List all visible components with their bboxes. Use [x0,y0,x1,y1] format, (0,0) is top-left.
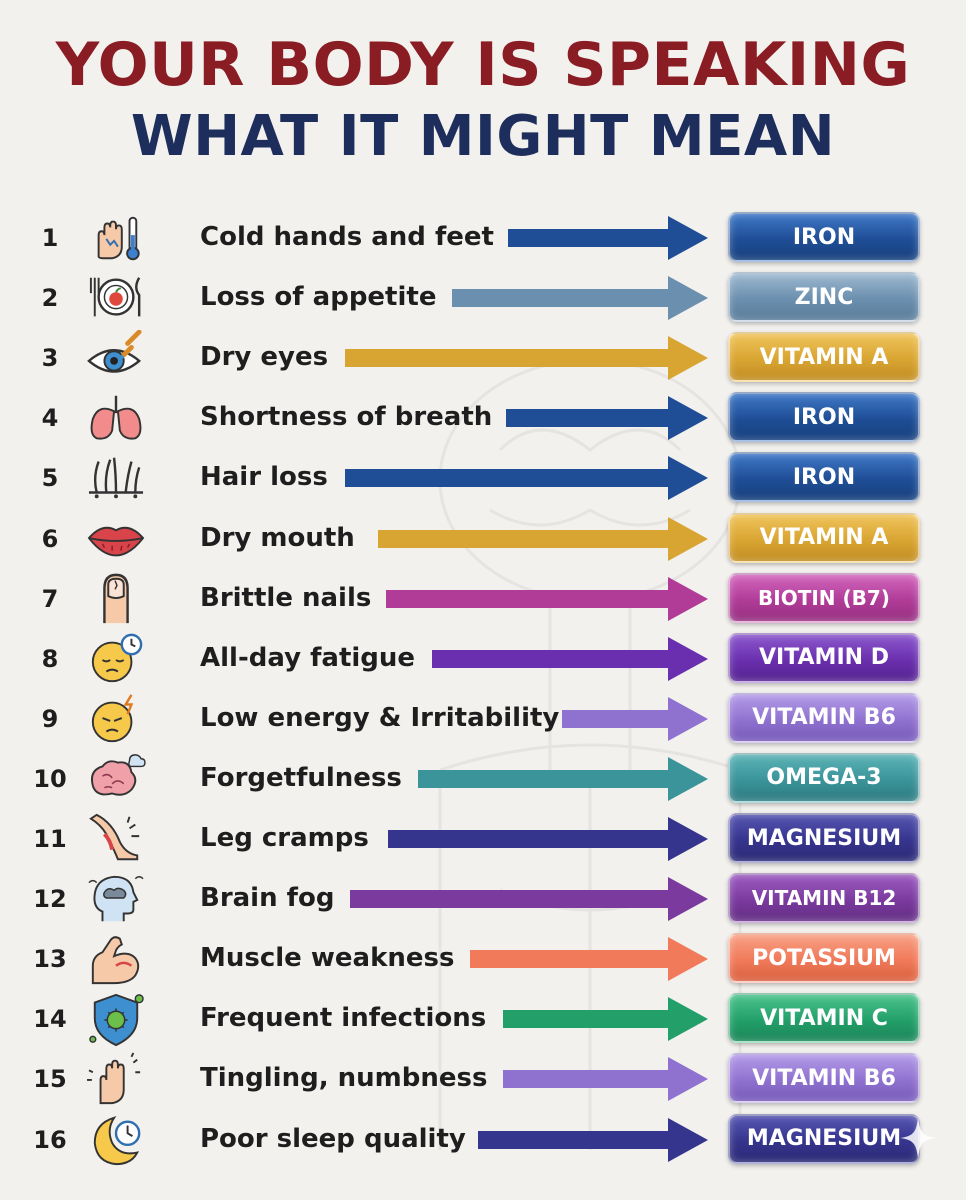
symptom-label: Poor sleep quality [200,1123,466,1154]
tired-face-clock-icon [80,631,152,687]
head-fog-icon [80,871,152,927]
nutrient-badge: OMEGA-3 [728,752,920,803]
symptom-row: 16 Poor sleep quality MAGNESIUM [0,1110,966,1170]
symptom-label: Muscle weakness [200,943,455,974]
arrow [378,516,708,561]
nutrient-badge: VITAMIN D [728,632,920,683]
moon-clock-icon [80,1112,152,1168]
symptom-row: 8 All-day fatigue VITAMIN D [0,629,966,689]
sparkle-icon [900,1118,936,1158]
row-number: 1 [41,224,59,252]
symptom-row: 4 Shortness of breath IRON [0,388,966,448]
nutrient-badge: POTASSIUM [728,933,920,984]
arrow [432,636,708,681]
arrow [386,576,708,621]
arrow [506,396,708,441]
nutrient-badge: BIOTIN (B7) [728,572,920,623]
arrow [478,1117,708,1162]
nutrient-badge: IRON [728,392,920,443]
symptom-row: 10 Forgetfulness OMEGA-3 [0,749,966,809]
irritated-face-icon [80,691,152,747]
arrow [503,1057,708,1102]
symptom-row: 7 Brittle nails BIOTIN (B7) [0,569,966,629]
symptom-row: 12 Brain fog VITAMIN B12 [0,869,966,929]
arrow [350,877,708,922]
leg-cramp-icon [80,811,152,867]
symptom-label: Cold hands and feet [200,222,494,252]
symptom-label: Dry mouth [200,522,355,553]
arrow [388,817,708,861]
nutrient-badge: VITAMIN B12 [728,873,920,924]
row-number: 10 [33,764,67,793]
title-line-1: YOUR BODY IS SPEAKING [55,30,911,100]
nutrient-badge: ZINC [728,272,920,323]
arrow [470,937,708,982]
symptom-label: Forgetfulness [200,762,402,793]
symptom-row: 9 Low energy & Irritability VITAMIN B6 [0,689,966,749]
nutrient-badge: VITAMIN A [728,512,920,563]
symptom-row: 2 Loss of appetite ZINC [0,268,966,328]
row-number: 11 [33,825,67,853]
arrow [345,456,708,501]
row-number: 12 [33,885,67,914]
symptom-row: 6 Dry mouth VITAMIN A [0,509,966,569]
row-number: 3 [41,344,59,373]
arrow [345,336,708,381]
hair-follicle-icon [80,450,152,506]
nail-icon [80,571,152,627]
cold-hand-thermometer-icon [80,210,152,266]
symptom-row: 5 Hair loss IRON [0,448,966,508]
row-number: 7 [41,584,59,613]
symptom-label: Loss of appetite [200,282,437,313]
row-number: 16 [33,1125,67,1154]
nutrient-badge: VITAMIN A [728,332,920,383]
row-number: 2 [41,284,59,313]
nutrient-badge: MAGNESIUM [728,813,920,863]
symptom-row: 15 Tingling, numbness VITAMIN B6 [0,1049,966,1109]
symptom-label: Tingling, numbness [200,1063,488,1094]
row-number: 8 [41,644,59,673]
symptom-label: Brittle nails [200,582,372,613]
symptom-label: Low energy & Irritability [200,702,560,733]
arrow [562,696,708,741]
symptom-label: Frequent infections [200,1003,487,1034]
symptom-row: 1 Cold hands and feet IRON [0,208,966,268]
symptom-row: 13 Muscle weakness POTASSIUM [0,929,966,989]
row-number: 15 [33,1065,67,1094]
title-line-2: WHAT IT MIGHT MEAN [130,104,836,169]
row-number: 13 [33,945,67,974]
tingling-hand-icon [80,1051,152,1107]
eye-dropper-icon [80,330,152,386]
nutrient-badge: IRON [728,212,920,262]
arrow [508,216,708,260]
arrow [418,756,708,801]
row-number: 5 [41,464,59,493]
row-number: 6 [41,524,59,553]
symptom-label: Brain fog [200,883,335,914]
nutrient-badge: IRON [728,452,920,503]
symptom-row: 3 Dry eyes VITAMIN A [0,328,966,388]
row-number: 14 [33,1005,67,1034]
symptom-label: All-day fatigue [200,642,416,673]
lungs-icon [80,390,152,446]
plate-apple-icon [80,270,152,326]
arrow [452,276,708,321]
nutrient-badge: VITAMIN B6 [728,1053,920,1104]
row-number: 4 [41,404,59,433]
symptom-label: Hair loss [200,462,328,493]
symptom-label: Shortness of breath [200,402,493,433]
symptom-label: Dry eyes [200,342,329,373]
symptom-label: Leg cramps [200,823,369,853]
nutrient-badge: MAGNESIUM [728,1113,920,1164]
arrow [503,997,708,1042]
brain-cloud-icon [80,751,152,807]
row-number: 9 [41,704,59,733]
symptom-row: 11 Leg cramps MAGNESIUM [0,809,966,869]
nutrient-badge: VITAMIN C [728,993,920,1044]
symptom-row: 14 Frequent infections VITAMIN C [0,989,966,1049]
shield-virus-icon [80,991,152,1047]
nutrient-badge: VITAMIN B6 [728,692,920,743]
lips-icon [80,511,152,567]
flexed-arm-icon [80,931,152,987]
